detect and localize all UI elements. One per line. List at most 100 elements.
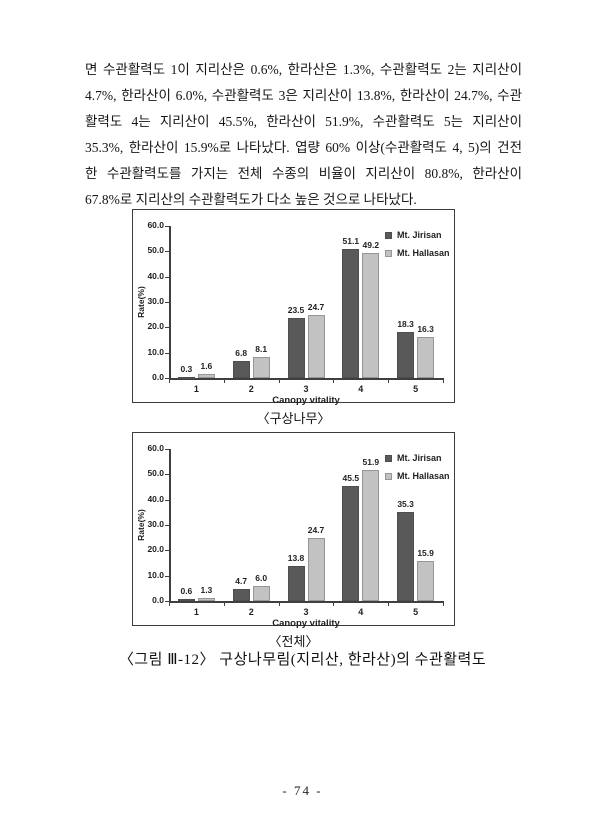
x-tick-mark	[169, 379, 170, 383]
bar	[307, 538, 325, 601]
y-tick-label: 60.0	[147, 443, 164, 453]
x-tick-mark	[223, 602, 225, 606]
x-tick-mark	[333, 379, 335, 383]
y-tick-label: 60.0	[147, 220, 164, 230]
bar-value-label: 13.8	[287, 553, 305, 564]
y-tick-mark	[165, 525, 169, 526]
x-tick-mark	[278, 379, 280, 383]
bar	[232, 360, 250, 378]
x-tick-label: 2	[248, 607, 254, 617]
legend-label: Mt. Hallasan	[397, 471, 450, 481]
bar	[252, 585, 270, 601]
y-tick-mark	[165, 251, 169, 253]
y-tick-label: 40.0	[147, 270, 164, 281]
bar	[417, 560, 435, 601]
bar-value-label: 23.5	[287, 305, 305, 316]
chart-caption-korean-fir: 〈구상나무〉	[256, 411, 331, 426]
bar	[342, 485, 360, 601]
bar	[287, 318, 305, 378]
bar	[197, 373, 215, 378]
bar	[177, 377, 195, 379]
bar-value-label: 51.9	[362, 456, 380, 467]
x-tick-label: 3	[303, 607, 309, 617]
bar	[197, 597, 215, 601]
legend-swatch	[385, 250, 392, 257]
bar-value-label: 0.3	[180, 364, 193, 374]
y-axis-line	[169, 226, 171, 379]
y-tick-label: 0.0	[152, 372, 164, 382]
x-axis-title: Canopy vitality	[272, 618, 340, 629]
legend-label: Mt. Jirisan	[397, 230, 442, 240]
legend-label: Mt. Jirisan	[397, 453, 442, 463]
y-tick-mark	[165, 276, 169, 278]
bar	[342, 248, 360, 378]
bar-chart-total: Rate(%) 0.0 10.0 20.0 30.0 40.0 50.0 60.0 0.6 4.7…	[132, 432, 455, 629]
x-tick-mark	[223, 379, 225, 383]
bar-value-label: 49.2	[362, 240, 380, 251]
y-tick-label: 10.0	[147, 569, 164, 580]
x-tick-mark	[333, 602, 335, 606]
y-tick-label: 50.0	[147, 468, 164, 479]
bar	[362, 253, 380, 378]
bar-value-label: 8.1	[255, 344, 268, 355]
x-tick-mark	[278, 602, 280, 606]
x-tick-label: 1	[193, 384, 199, 394]
y-tick-mark	[165, 226, 169, 227]
x-tick-mark	[388, 602, 390, 606]
y-tick-label: 20.0	[147, 544, 164, 555]
page-number: - 74 -	[282, 783, 323, 798]
bar-value-label: 45.5	[342, 472, 360, 483]
y-tick-mark	[165, 352, 169, 354]
bar	[177, 599, 195, 602]
bar-value-label: 35.3	[397, 498, 414, 509]
bar-value-label: 1.3	[200, 584, 213, 595]
y-tick-mark	[165, 449, 169, 450]
y-tick-label: 30.0	[147, 519, 164, 529]
legend-label: Mt. Hallasan	[397, 248, 450, 258]
x-tick-label: 4	[358, 607, 364, 617]
y-tick-mark	[165, 550, 169, 552]
y-tick-mark	[165, 601, 169, 602]
bar	[307, 315, 325, 378]
legend-swatch	[385, 455, 392, 462]
y-axis-line	[169, 449, 171, 602]
x-tick-label: 1	[193, 607, 199, 617]
chart-block-korean-fir: Rate(%) 0.0 10.0 20.0 30.0 40.0 50.0 60.0 0.3 6.8…	[132, 209, 455, 427]
x-tick-mark	[169, 602, 170, 606]
y-tick-mark	[165, 474, 169, 476]
x-axis-line	[169, 601, 444, 603]
bar-value-label: 6.0	[255, 572, 268, 583]
x-axis-line	[169, 378, 444, 380]
y-tick-label: 30.0	[147, 296, 164, 306]
y-tick-mark	[165, 302, 169, 303]
bar	[232, 589, 250, 601]
bar	[362, 469, 380, 601]
chart-caption-total: 〈전체〉	[268, 634, 319, 649]
x-tick-label: 4	[358, 384, 364, 394]
paragraph-line: 한 수관활력도를 가지는 전체 수종의 비율이 지리산이 80.8%, 한라산이	[85, 166, 522, 181]
legend-swatch	[385, 232, 392, 239]
bar-value-label: 1.6	[200, 360, 213, 371]
paragraph-line: 35.3%, 한라산이 15.9%로 나타났다. 엽량 60% 이상(수관활력도…	[85, 140, 522, 155]
y-tick-mark	[165, 499, 169, 501]
bar-value-label: 15.9	[417, 547, 434, 558]
y-tick-mark	[165, 327, 169, 329]
y-tick-label: 20.0	[147, 321, 164, 332]
legend-swatch	[385, 473, 392, 480]
chart-block-total: Rate(%) 0.0 10.0 20.0 30.0 40.0 50.0 60.0 0.6 4.7…	[132, 432, 455, 650]
bar-value-label: 18.3	[397, 318, 414, 329]
y-tick-label: 50.0	[147, 245, 164, 256]
bar-value-label: 4.7	[235, 576, 248, 587]
bar	[397, 511, 415, 601]
bar-value-label: 0.6	[180, 586, 193, 597]
bar-value-label: 24.7	[307, 525, 325, 536]
bar	[287, 566, 305, 601]
paragraph-line: 4.7%, 한라산이 6.0%, 수관활력도 3은 지리산이 13.8%, 한라…	[85, 88, 522, 103]
y-tick-label: 0.0	[152, 595, 164, 605]
y-tick-label: 40.0	[147, 493, 164, 504]
bar-value-label: 24.7	[307, 302, 325, 313]
paragraph-line: 활력도 4는 지리산이 45.5%, 한라산이 51.9%, 수관활력도 5는 …	[85, 114, 522, 129]
x-tick-mark	[443, 602, 444, 606]
y-tick-label: 10.0	[147, 346, 164, 357]
